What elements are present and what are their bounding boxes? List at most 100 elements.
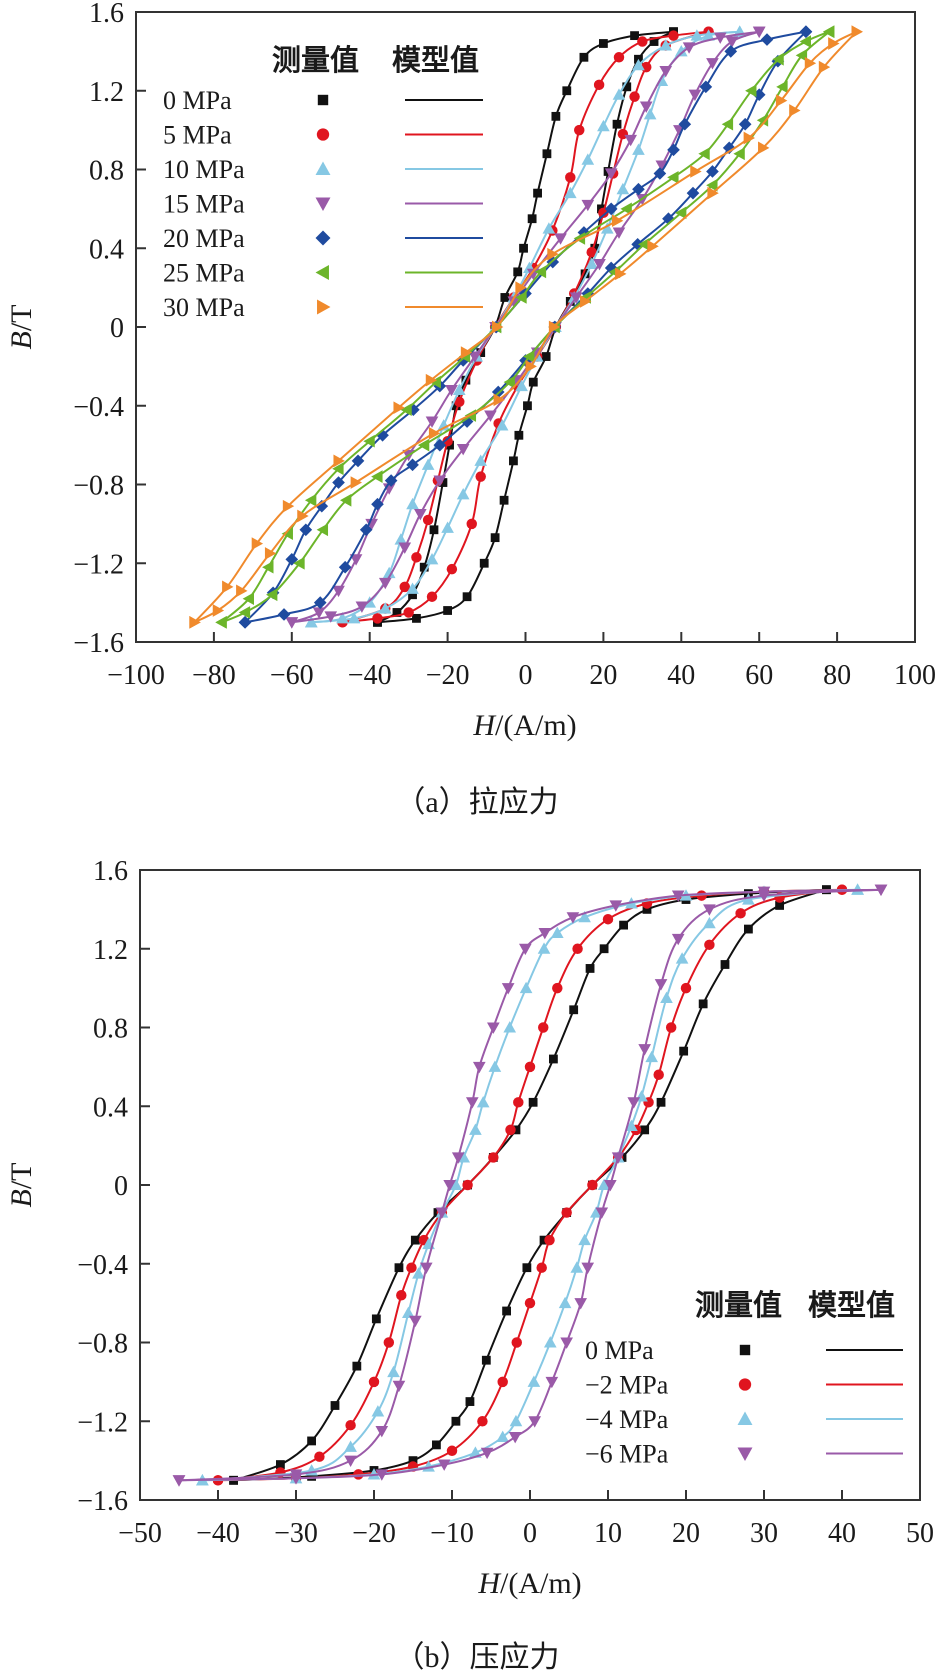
x-tick-label: 40 xyxy=(828,1518,856,1549)
marker-diamond xyxy=(315,499,329,513)
marker-circle xyxy=(466,518,477,530)
y-tick-label: 1.2 xyxy=(89,77,124,108)
legend: 测量值 模型值 0 MPa −2 MPa −4 MPa −6 MPa xyxy=(585,1289,903,1469)
marker-triangle-down xyxy=(378,577,392,590)
marker-triangle-right xyxy=(775,94,788,107)
marker-triangle-down xyxy=(595,1207,609,1219)
marker-triangle-down xyxy=(569,292,583,304)
marker-triangle-up xyxy=(469,1123,482,1135)
marker-triangle-left xyxy=(262,560,274,574)
series-15-MPa xyxy=(285,26,766,629)
legend-label: 0 MPa xyxy=(585,1336,654,1365)
marker-triangle-left xyxy=(721,117,734,131)
x-tick-label: −10 xyxy=(430,1518,474,1549)
marker-circle xyxy=(704,939,715,951)
marker-triangle-right xyxy=(690,165,702,178)
marker-circle xyxy=(668,30,679,41)
marker-diamond xyxy=(371,497,384,511)
legend-marker-triangle-right xyxy=(317,299,331,315)
series-0-MPa xyxy=(373,27,678,627)
marker-triangle-up xyxy=(578,1233,591,1246)
marker-triangle-up xyxy=(519,981,533,994)
y-tick-label: 1.2 xyxy=(93,935,128,966)
model-curve-ascending xyxy=(291,30,760,624)
marker-triangle-up xyxy=(437,419,451,431)
marker-square xyxy=(720,960,730,969)
marker-triangle-down xyxy=(332,585,345,598)
marker-triangle-up xyxy=(597,119,610,132)
x-tick-label: −30 xyxy=(274,1518,318,1549)
marker-triangle-up xyxy=(401,1306,415,1319)
marker-triangle-right xyxy=(611,214,624,228)
marker-triangle-left xyxy=(706,178,718,192)
marker-triangle-left xyxy=(534,265,547,279)
x-axis-unit: /(A/m) xyxy=(495,709,577,742)
marker-triangle-left xyxy=(733,147,745,161)
series--4-MPa xyxy=(196,883,864,1486)
marker-square xyxy=(522,1263,532,1273)
marker-square xyxy=(523,401,532,411)
marker-triangle-up xyxy=(344,1440,357,1452)
marker-square xyxy=(352,1361,362,1371)
marker-triangle-up xyxy=(542,222,556,234)
marker-triangle-down xyxy=(375,1426,389,1438)
marker-circle xyxy=(442,435,453,447)
model-curve-ascending xyxy=(342,30,709,624)
marker-triangle-up xyxy=(659,39,673,51)
marker-triangle-down xyxy=(433,475,447,487)
series-0-MPa xyxy=(229,885,831,1485)
marker-triangle-down xyxy=(703,904,716,916)
marker-circle xyxy=(422,514,434,526)
marker-triangle-up xyxy=(412,1267,425,1279)
marker-square xyxy=(408,1456,418,1466)
marker-triangle-up xyxy=(371,1405,385,1417)
legend-marker-triangle-down xyxy=(737,1447,753,1461)
marker-circle xyxy=(524,1297,536,1309)
series-30-MPa xyxy=(189,25,863,629)
marker-triangle-down xyxy=(451,1152,465,1164)
x-tick-label: −40 xyxy=(196,1518,240,1549)
marker-triangle-left xyxy=(304,493,317,507)
figure-caption: （b）压应力 xyxy=(395,1641,560,1673)
y-tick-label: 1.6 xyxy=(89,0,124,29)
marker-triangle-down xyxy=(655,160,669,172)
legend-item: 0 MPa xyxy=(585,1336,903,1365)
marker-triangle-down xyxy=(566,912,580,924)
marker-triangle-left xyxy=(674,206,687,220)
marker-triangle-down xyxy=(445,384,458,397)
marker-triangle-down xyxy=(468,351,482,363)
marker-diamond xyxy=(706,165,719,178)
marker-triangle-left xyxy=(573,232,586,245)
marker-triangle-down xyxy=(507,296,521,308)
y-axis-title: B/T xyxy=(5,305,38,350)
model-curve-ascending xyxy=(311,30,740,624)
x-tick-label: 20 xyxy=(672,1518,700,1549)
marker-triangle-down xyxy=(528,1416,542,1428)
marker-triangle-down xyxy=(725,36,739,48)
marker-square xyxy=(579,52,589,62)
y-tick-label: 0 xyxy=(110,313,124,344)
marker-circle xyxy=(602,913,614,925)
marker-triangle-down xyxy=(419,1262,433,1275)
marker-triangle-up xyxy=(421,458,435,470)
y-tick-label: −1.6 xyxy=(73,628,124,659)
marker-triangle-left xyxy=(667,171,679,184)
marker-square xyxy=(562,86,572,96)
marker-triangle-left xyxy=(238,606,251,619)
marker-triangle-right xyxy=(492,320,504,334)
marker-circle xyxy=(598,207,609,219)
marker-triangle-left xyxy=(620,202,632,216)
marker-triangle-up xyxy=(406,497,419,510)
marker-triangle-up xyxy=(558,1296,572,1309)
marker-circle xyxy=(406,1262,417,1273)
y-tick-label: 0.4 xyxy=(93,1092,128,1123)
x-axis-variable: H xyxy=(477,1567,502,1600)
y-axis-variable: B xyxy=(5,1189,38,1207)
marker-square xyxy=(509,456,518,466)
marker-triangle-left xyxy=(281,527,293,541)
marker-square xyxy=(599,39,608,48)
marker-diamond xyxy=(238,615,252,629)
marker-triangle-down xyxy=(435,1207,449,1219)
marker-triangle-down xyxy=(581,1262,595,1275)
marker-circle xyxy=(565,172,576,183)
